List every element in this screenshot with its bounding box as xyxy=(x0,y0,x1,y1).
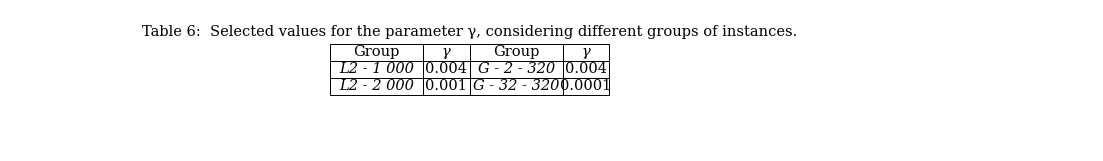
Bar xyxy=(563,78,609,95)
Text: L2 - 1 000: L2 - 1 000 xyxy=(339,62,414,76)
Bar xyxy=(330,61,424,78)
Text: G - 2 - 320: G - 2 - 320 xyxy=(478,62,555,76)
Text: 0.001: 0.001 xyxy=(426,79,468,93)
Text: 0.004: 0.004 xyxy=(565,62,607,76)
Text: γ: γ xyxy=(581,45,590,59)
Bar xyxy=(470,78,563,95)
Text: γ: γ xyxy=(442,45,451,59)
Bar xyxy=(424,78,470,95)
Text: Group: Group xyxy=(493,45,539,59)
Text: Table 6:  Selected values for the parameter γ, considering different groups of i: Table 6: Selected values for the paramet… xyxy=(142,25,797,39)
Text: G - 32 - 320: G - 32 - 320 xyxy=(473,79,559,93)
Text: 0.0001: 0.0001 xyxy=(560,79,611,93)
Bar xyxy=(424,61,470,78)
Text: L2 - 2 000: L2 - 2 000 xyxy=(339,79,414,93)
Text: Group: Group xyxy=(353,45,399,59)
Bar xyxy=(470,61,563,78)
Bar xyxy=(470,44,563,61)
Bar xyxy=(330,78,424,95)
Bar xyxy=(330,44,424,61)
Bar xyxy=(563,44,609,61)
Text: 0.004: 0.004 xyxy=(426,62,468,76)
Bar xyxy=(563,61,609,78)
Bar xyxy=(424,44,470,61)
